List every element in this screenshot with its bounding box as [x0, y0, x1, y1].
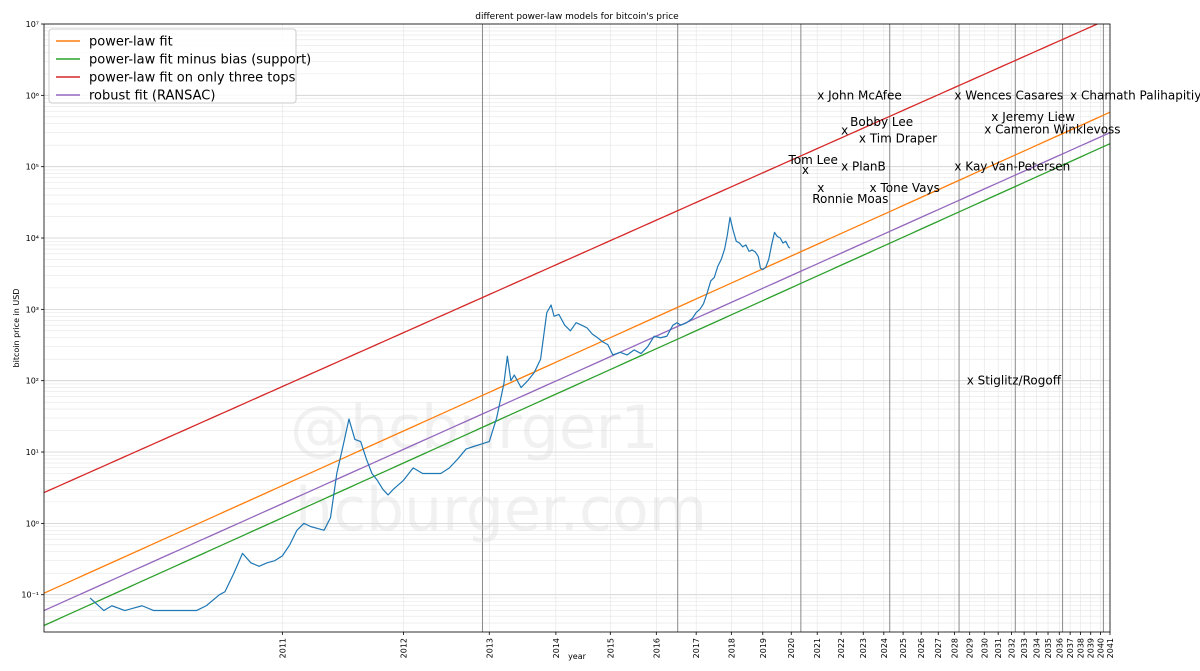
annotation-label: x Chamath Palihapitiya [1070, 88, 1200, 102]
annotations: x John McAfee x Wences Casares x Chamath P… [788, 88, 1200, 387]
x-tick-label: 2037 [1066, 638, 1075, 658]
y-tick-label: 10⁷ [26, 20, 39, 29]
annotation-label: x PlanB [841, 160, 886, 174]
x-tick-label: 2027 [934, 638, 943, 658]
x-tick-label: 2031 [994, 638, 1003, 658]
legend: power-law fit power-law fit minus bias (s… [48, 28, 311, 104]
watermark-line-1: @hcburger1 [290, 393, 659, 463]
x-tick-label: 2034 [1032, 638, 1041, 658]
x-tick-label: 2018 [727, 638, 736, 658]
x-tick-label: 2021 [813, 638, 822, 658]
y-tick-label: 10⁴ [26, 234, 39, 243]
plot-frame [43, 23, 1111, 633]
y-tick-label: 10⁶ [26, 91, 39, 100]
x-tick-label: 2029 [966, 638, 975, 658]
annotation-label: x Stiglitz/Rogoff [967, 374, 1062, 388]
y-tick-label: 10³ [26, 305, 39, 314]
x-tick-label: 2028 [950, 638, 959, 658]
legend-entry: power-law fit minus bias (support) [89, 53, 311, 68]
x-tick-label: 2019 [759, 638, 768, 658]
y-tick-label: 10⁻¹ [21, 591, 39, 600]
annotation-label: x Wences Casares [954, 88, 1063, 102]
x-tick-label: 2017 [692, 638, 701, 658]
x-axis-label: year [568, 652, 587, 661]
annotation-label: x [817, 181, 824, 195]
x-tick-label: 2039 [1087, 638, 1096, 658]
x-tick-label: 2012 [399, 638, 408, 658]
annotation-label: Tom Lee [788, 153, 838, 167]
annotation-label: x Kay Van-Petersen [954, 160, 1070, 174]
series-line [44, 132, 1110, 612]
x-tick-label: 2011 [278, 638, 287, 658]
annotation-label: x [802, 163, 809, 177]
x-tick-label: 2020 [787, 638, 796, 658]
x-tick-label: 2030 [980, 638, 989, 658]
x-tick-label: 2036 [1055, 638, 1064, 658]
series-layer [44, 24, 1110, 627]
legend-entry: power-law fit on only three tops [89, 71, 296, 86]
x-tick-label: 2014 [552, 638, 561, 658]
y-axis-label: bitcoin price in USD [12, 289, 21, 368]
x-tick-label: 2013 [485, 638, 494, 658]
annotation-label: x [841, 124, 848, 138]
x-tick-label: 2040 [1097, 638, 1106, 658]
watermark-line-2: hcburger.com [295, 475, 707, 545]
y-tick-label: 10⁰ [26, 519, 39, 528]
x-tick-label: 2026 [917, 638, 926, 658]
legend-entry: power-law fit [89, 35, 173, 50]
x-tick-label: 2025 [899, 638, 908, 658]
x-tick-label: 2033 [1020, 638, 1029, 658]
legend-box [48, 28, 297, 104]
series-line [44, 143, 1110, 627]
halving-lines [481, 24, 1104, 632]
y-tick-label: 10⁵ [26, 163, 39, 172]
major-grid [44, 23, 1111, 632]
annotation-label: x Tim Draper [859, 131, 937, 145]
x-tick-label: 2022 [837, 638, 846, 658]
annotation-label: x Jeremy Liew [991, 110, 1075, 124]
y-axis-ticks: 10⁻¹ 10⁰ 10¹ 10² 10³ 10⁴ 10⁵ 10⁶ 10⁷ [21, 20, 44, 600]
x-tick-label: 2038 [1077, 638, 1086, 658]
annotation-label: x Cameron Winklevoss [984, 123, 1120, 137]
series-line [44, 111, 1110, 594]
annotation-label: x Tone Vays [870, 181, 940, 195]
y-tick-label: 10² [26, 377, 39, 386]
series-line [44, 24, 1099, 494]
minor-grid [44, 26, 1110, 633]
legend-entry: robust fit (RANSAC) [89, 89, 215, 104]
x-tick-label: 2016 [652, 638, 661, 658]
annotation-label: x John McAfee [817, 88, 902, 102]
chart-title: different power-law models for bitcoin's… [475, 12, 679, 22]
x-axis-ticks: 2011 2012 2013 2014 2015 2016 2017 2018 2019 2020… [278, 632, 1115, 658]
y-tick-label: 10¹ [26, 448, 39, 457]
annotation-label: Ronnie Moas [812, 192, 888, 206]
x-tick-label: 2035 [1044, 638, 1053, 658]
x-tick-label: 2015 [606, 638, 615, 658]
x-tick-label: 2041 [1106, 638, 1115, 658]
annotation-label: Bobby Lee [850, 115, 913, 129]
x-tick-label: 2023 [859, 638, 868, 658]
series-line-price [89, 216, 791, 612]
x-tick-label: 2024 [880, 638, 889, 658]
x-tick-label: 2032 [1007, 638, 1016, 658]
watermark: @hcburger1 hcburger.com [290, 393, 707, 545]
